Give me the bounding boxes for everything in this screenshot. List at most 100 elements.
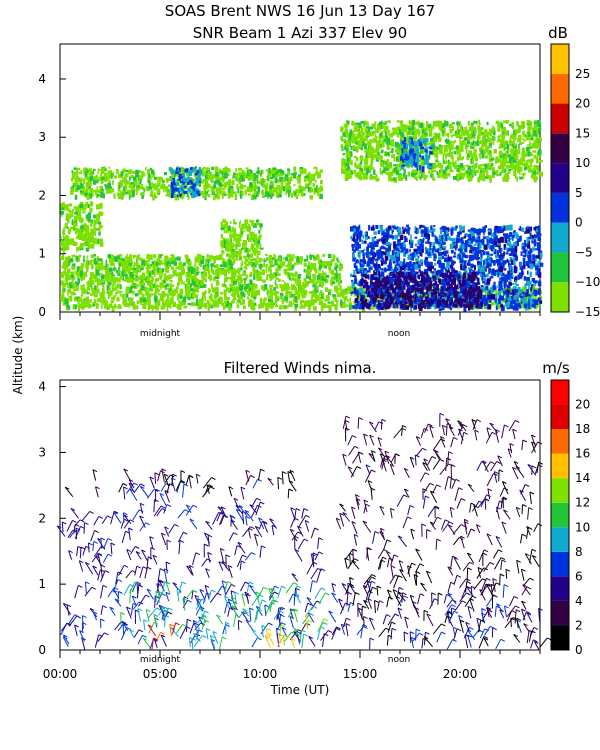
snr-cell [136, 277, 140, 282]
snr-cell [427, 274, 430, 280]
snr-cell [198, 260, 202, 266]
snr-cell [388, 242, 392, 246]
snr-cell [498, 260, 501, 264]
snr-cell [483, 230, 485, 236]
snr-cell [319, 193, 323, 200]
snr-cell [409, 253, 413, 256]
snr-cell [444, 292, 447, 297]
snr-cell [125, 274, 128, 279]
snr-cell [232, 286, 236, 289]
snr-cell [463, 298, 466, 303]
snr-cell [265, 169, 270, 172]
snr-cell [473, 298, 478, 304]
snr-cell [533, 227, 537, 231]
snr-cell [132, 278, 135, 283]
snr-cell [417, 255, 420, 259]
snr-cell [469, 269, 472, 274]
snr-cell [449, 294, 454, 298]
snr-cell [461, 283, 465, 287]
snr-cell [324, 265, 327, 269]
snr-cell [161, 273, 164, 276]
snr-cell [506, 284, 511, 289]
snr-cell [480, 257, 483, 262]
snr-cell [396, 283, 399, 288]
snr-cell [76, 256, 79, 261]
snr-cell [132, 190, 135, 196]
snr-cell [198, 304, 202, 308]
snr-cell [490, 291, 493, 296]
snr-cell [328, 289, 332, 292]
snr-cell [292, 300, 295, 305]
snr-cell [178, 279, 181, 285]
snr-cell [332, 294, 336, 298]
snr-cell [260, 285, 265, 290]
snr-cell [500, 305, 505, 312]
snr-cell [474, 282, 479, 286]
snr-cell [150, 288, 153, 293]
snr-cell [334, 266, 338, 271]
snr-cell [397, 227, 402, 234]
snr-cell [539, 301, 541, 308]
snr-cell [534, 234, 536, 237]
snr-cell [261, 270, 265, 275]
snr-cell [533, 265, 536, 268]
snr-cell [485, 282, 490, 286]
snr-cell [308, 299, 313, 303]
snr-cell [128, 183, 133, 189]
snr-cell [228, 305, 232, 311]
snr-cell [466, 303, 469, 308]
snr-cell [215, 189, 218, 193]
snr-cell [252, 291, 256, 297]
snr-cell [497, 285, 500, 289]
snr-cell [78, 305, 80, 312]
snr-cell [134, 293, 139, 297]
snr-cell [243, 173, 247, 179]
snr-cell [509, 283, 512, 286]
snr-cell [482, 239, 485, 246]
snr-cell [429, 281, 433, 285]
snr-cell [147, 260, 150, 263]
snr-cell [211, 192, 215, 195]
snr-cell [324, 278, 329, 284]
snr-cell [427, 300, 431, 307]
snr-cell [303, 278, 307, 282]
snr-cell [482, 262, 485, 267]
snr-cell [228, 263, 233, 270]
snr-cell [453, 277, 456, 281]
snr-cell [165, 299, 170, 303]
snr-cell [89, 171, 93, 176]
snr-cell [526, 250, 528, 256]
snr-cell [200, 279, 204, 286]
snr-cell [92, 302, 96, 307]
snr-cell [450, 249, 454, 254]
snr-cell [85, 259, 89, 265]
snr-cell [100, 275, 103, 278]
snr-cell [155, 290, 158, 294]
snr-cell [122, 168, 126, 171]
snr-cell [396, 276, 400, 283]
snr-cell [221, 283, 224, 287]
snr-cell [512, 286, 517, 292]
snr-cell [225, 276, 228, 281]
snr-cell [367, 304, 371, 307]
snr-cell [282, 284, 285, 290]
snr-cell [482, 302, 486, 307]
snr-cell [433, 288, 437, 292]
snr-cell [354, 277, 356, 280]
snr-cell [434, 262, 437, 266]
snr-cell [524, 283, 527, 289]
snr-cell [130, 297, 134, 304]
snr-cell [508, 253, 513, 256]
snr-cell [243, 266, 246, 269]
snr-cell [152, 171, 156, 178]
snr-cell [473, 244, 477, 246]
snr-cell [277, 273, 281, 276]
snr-cell [415, 228, 418, 235]
snr-cell [227, 277, 232, 280]
snr-cell [489, 257, 493, 263]
snr-cell [91, 291, 96, 296]
snr-cell [168, 257, 172, 261]
snr-cell [438, 278, 442, 283]
snr-cell [463, 272, 466, 279]
snr-cell [252, 266, 256, 272]
